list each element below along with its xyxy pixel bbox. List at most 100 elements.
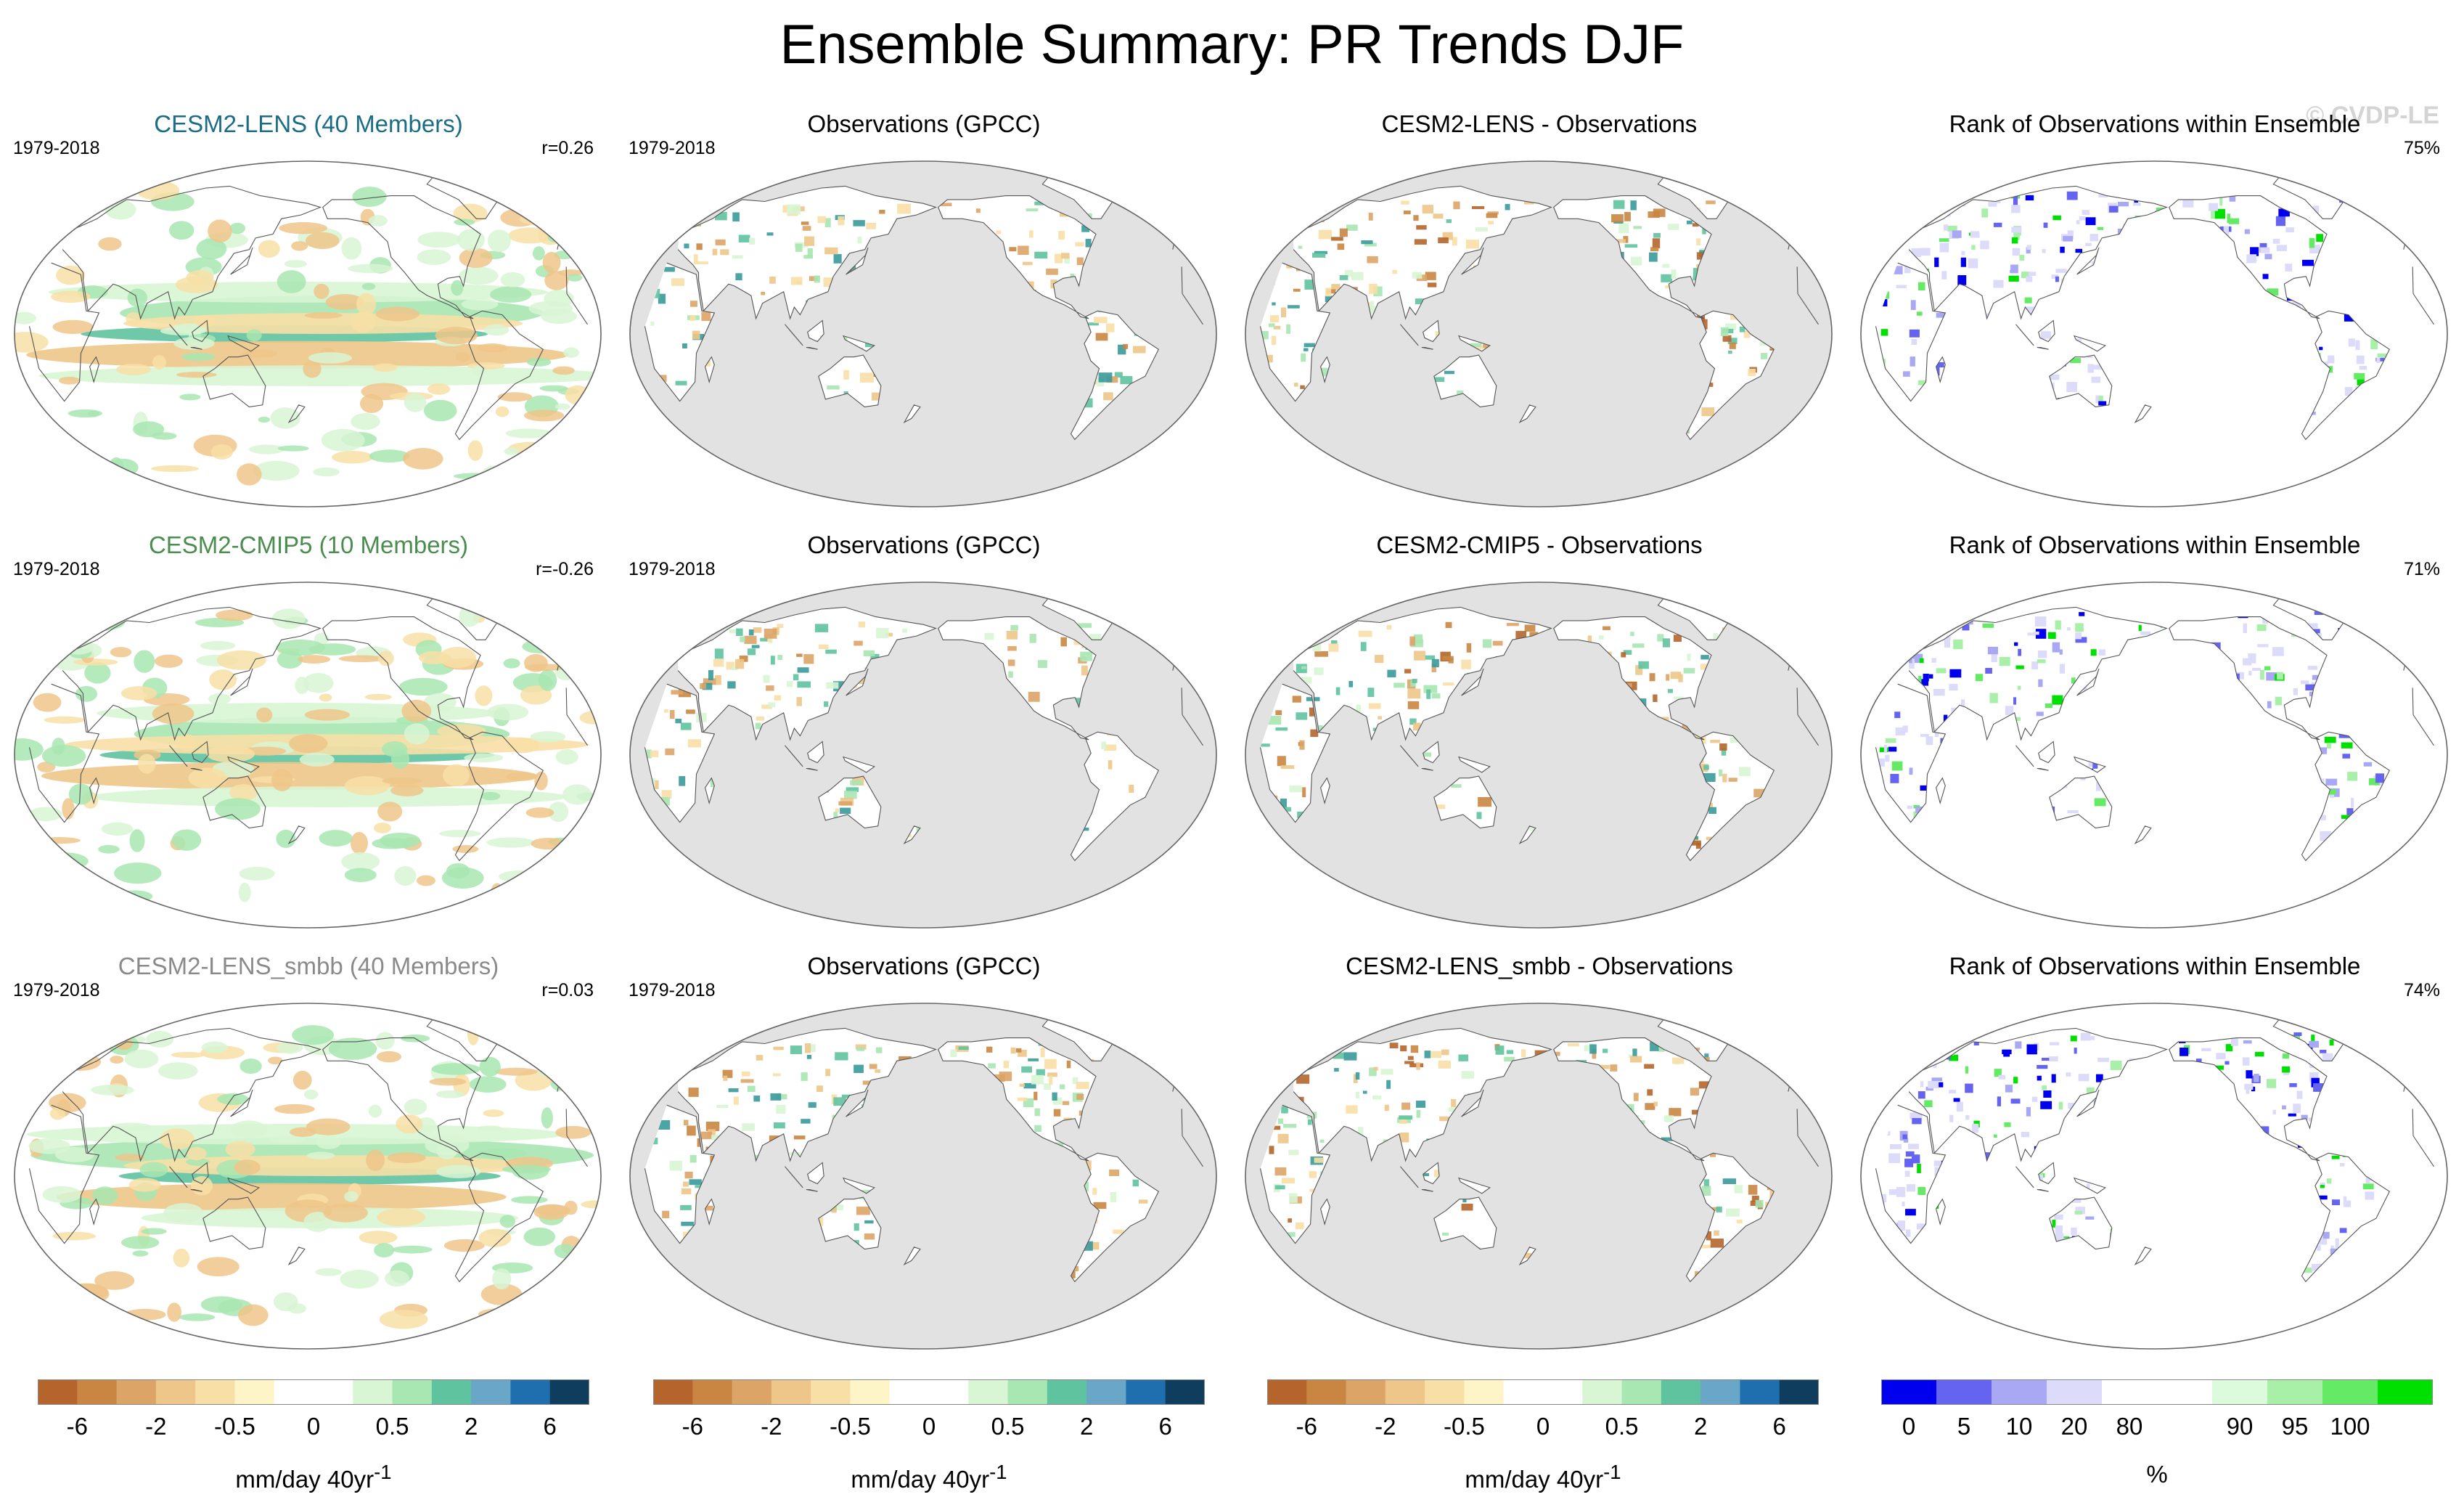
land-trend-cell — [1725, 323, 1737, 330]
trend-blob — [208, 219, 232, 243]
trend-blob — [373, 363, 398, 372]
rank-cell — [2344, 1200, 2352, 1207]
land-trend-cell — [1334, 1068, 1339, 1072]
rank-cell — [1896, 285, 1907, 288]
rank-cell — [2350, 798, 2354, 808]
trend-blob — [492, 1268, 512, 1290]
land-trend-cell — [1314, 629, 1322, 635]
rank-cell — [1956, 1101, 1963, 1112]
rank-cell — [2242, 1057, 2250, 1066]
land-trend-cell — [1426, 689, 1431, 699]
colorbar-bin — [850, 1379, 891, 1404]
land-trend-cell — [885, 632, 893, 637]
rank-cell — [2017, 685, 2021, 690]
rank-cell — [2236, 672, 2245, 680]
land-trend-cell — [1314, 651, 1328, 657]
trend-blob — [552, 366, 575, 375]
trend-blob — [276, 1042, 303, 1054]
land-trend-cell — [1524, 624, 1536, 632]
land-trend-cell — [1187, 831, 1194, 841]
land-trend-cell — [1683, 668, 1695, 674]
rank-cell — [2042, 1057, 2050, 1061]
rank-cell — [2347, 772, 2358, 781]
rank-cell — [2201, 1048, 2211, 1052]
land-trend-cell — [1633, 1093, 1639, 1101]
trend-blob — [206, 745, 255, 763]
land-trend-cell — [1461, 659, 1471, 669]
rank-cell — [1909, 329, 1920, 338]
colorbar-bin — [1165, 1379, 1206, 1404]
rank-cell — [2360, 893, 2365, 900]
land-trend-cell — [843, 791, 857, 799]
land-trend-cell — [1375, 654, 1384, 664]
rank-cell — [1904, 1158, 1914, 1167]
trend-blob — [186, 1146, 207, 1161]
panel-diff-row1: CESM2-LENS - Observations — [1231, 94, 1848, 515]
rank-cell — [2248, 670, 2252, 676]
rank-cell — [2371, 1053, 2376, 1059]
land-trend-cell — [732, 212, 740, 222]
land-trend-cell — [1674, 696, 1684, 700]
land-trend-cell — [1693, 276, 1697, 281]
trend-blob — [396, 1114, 423, 1134]
land-trend-cell — [1412, 678, 1417, 683]
rank-cell — [1917, 1091, 1925, 1099]
land-trend-cell — [1367, 256, 1378, 264]
land-trend-cell — [1162, 437, 1171, 440]
rank-cell — [1985, 668, 1992, 674]
land-trend-cell — [1064, 257, 1071, 264]
model-trend-map — [14, 160, 602, 507]
land-trend-cell — [650, 321, 655, 326]
land-trend-cell — [1031, 1074, 1044, 1085]
land-trend-cell — [1392, 269, 1397, 274]
rank-cell — [2214, 208, 2225, 219]
land-trend-cell — [1785, 429, 1796, 439]
trend-blob — [270, 407, 300, 429]
colorbar-svg: -6 -2 -0.5 0 0.5 2 6 — [38, 1379, 590, 1440]
rank-cell — [1911, 1154, 1920, 1164]
land-trend-cell — [1263, 354, 1273, 363]
panel-title: Rank of Observations within Ensemble — [1949, 531, 2361, 558]
trend-blob — [298, 655, 331, 664]
rank-cell — [2092, 364, 2103, 370]
rank-cell — [2013, 1077, 2018, 1084]
land-trend-cell — [866, 222, 876, 229]
colorbar-label: mm/day 40yr-1 — [851, 1461, 1007, 1493]
trend-blob — [369, 449, 410, 463]
trend-blob — [356, 293, 377, 316]
land-trend-cell — [1555, 1051, 1560, 1056]
land-trend-cell — [1138, 205, 1144, 216]
land-trend-cell — [1736, 1220, 1743, 1224]
rank-cell — [2357, 376, 2365, 386]
panel-obs-row3: Observations (GPCC) 1979-2018 — [615, 937, 1232, 1358]
land-trend-cell — [714, 648, 724, 659]
trend-blob — [401, 699, 432, 722]
rank-cell — [2251, 1086, 2256, 1092]
rank-cell — [2182, 198, 2194, 208]
land-trend-cell — [1281, 1178, 1296, 1184]
land-trend-cell — [1184, 415, 1192, 420]
rank-cell — [1917, 380, 1926, 386]
land-trend-cell — [1339, 228, 1348, 237]
colorbar-bin — [889, 1379, 930, 1404]
colorbar-bin — [510, 1379, 551, 1404]
rank-cell — [1928, 674, 1933, 679]
land-trend-cell — [1420, 752, 1432, 757]
land-trend-cell — [671, 690, 684, 695]
rank-cell — [2008, 275, 2019, 282]
land-trend-cell — [770, 1093, 782, 1101]
rank-cell — [2378, 1302, 2381, 1306]
model-trend-map — [14, 582, 602, 929]
rank-cell — [2027, 632, 2036, 636]
rank-cell — [1949, 669, 1962, 678]
colorbar-bin — [195, 1379, 235, 1404]
rank-cell — [2043, 222, 2048, 228]
rank-cell — [2055, 620, 2061, 630]
rank-cell — [1933, 688, 1945, 696]
rank-cell — [2110, 1061, 2122, 1070]
trend-blob — [216, 650, 266, 670]
trend-blob — [152, 703, 195, 725]
rank-cell — [2055, 269, 2067, 273]
rank-cell — [2015, 1041, 2022, 1049]
rank-cell — [2075, 248, 2083, 253]
